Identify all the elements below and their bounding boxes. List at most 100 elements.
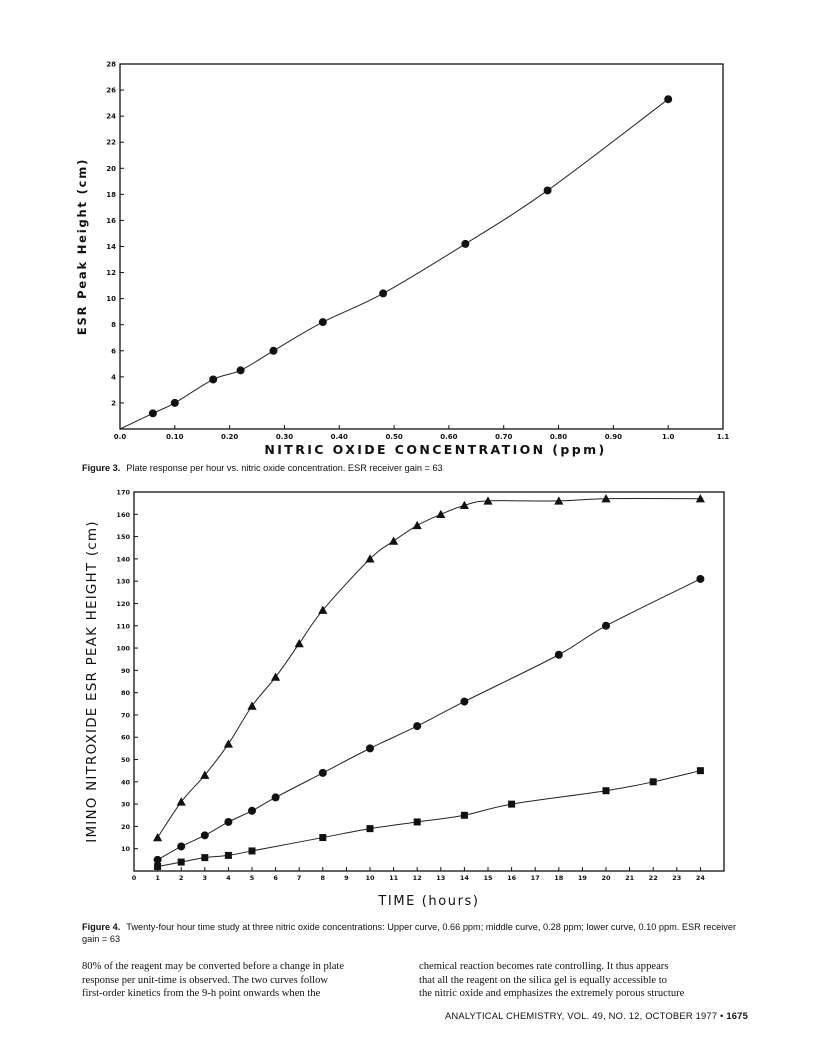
circle-data-point <box>602 621 610 630</box>
x-tick-label: 11 <box>389 874 399 882</box>
body-text-left-column: 80% of the reagent may be converted befo… <box>82 960 412 1001</box>
square-data-point <box>366 825 374 833</box>
triangle-data-point <box>695 494 705 503</box>
y-tick-label: 50 <box>121 756 131 764</box>
x-tick-label: 6 <box>273 874 278 882</box>
x-tick-label: 0.20 <box>221 433 238 441</box>
x-tick-label: 16 <box>507 874 517 882</box>
body-line: chemical reaction becomes rate controlli… <box>419 961 669 972</box>
circle-data-point <box>148 409 157 418</box>
figure-4-caption-text: Twenty-four hour time study at three nit… <box>82 922 737 944</box>
y-tick-label: 30 <box>121 801 131 809</box>
square-data-point <box>460 811 468 819</box>
circle-data-point <box>460 697 469 706</box>
y-tick-label: 10 <box>121 845 131 853</box>
triangle-data-point <box>294 639 304 648</box>
x-tick-label: 7 <box>297 874 302 882</box>
circle-data-point <box>366 744 374 753</box>
plot-frame <box>119 63 724 430</box>
circle-data-point <box>271 793 280 802</box>
circle-data-point <box>664 95 673 104</box>
series-line <box>157 770 701 868</box>
y-tick-label: 20 <box>106 165 116 173</box>
y-tick-label: 2 <box>111 399 116 407</box>
x-tick-label: 0.30 <box>276 433 293 441</box>
y-tick-label: 12 <box>106 269 116 277</box>
footer-journal: ANALYTICAL CHEMISTRY, VOL. 49, NO. 12, O… <box>444 1010 724 1021</box>
x-tick-label: 14 <box>460 874 470 882</box>
x-tick-label: 1.1 <box>717 433 730 441</box>
x-tick-label: 0.60 <box>440 433 457 441</box>
triangle-data-point <box>176 797 186 806</box>
y-axis-label: IMINO NITROXIDE ESR PEAK HEIGHT (cm) <box>84 520 100 842</box>
page-footer: ANALYTICAL CHEMISTRY, VOL. 49, NO. 12, O… <box>445 1010 748 1021</box>
y-tick-label: 22 <box>106 139 116 147</box>
circle-data-point <box>318 318 327 327</box>
circle-data-point <box>269 346 278 355</box>
triangle-data-point <box>223 739 233 748</box>
figure-3-chart: 0.0 0.10 0.20 0.30 0.40 0.50 0.60 0.70 0.80 0.90 1… <box>75 61 730 458</box>
x-tick-label: 15 <box>483 874 493 882</box>
x-tick-label: 8 <box>321 874 326 882</box>
x-tick-label: 19 <box>578 874 588 882</box>
triangle-data-point <box>271 672 281 681</box>
triangle-data-point <box>153 832 163 842</box>
x-tick-label: 3 <box>203 874 208 882</box>
square-data-point <box>224 851 232 859</box>
x-tick-label: 0.70 <box>495 433 512 441</box>
x-tick-label: 24 <box>696 874 706 882</box>
square-data-point <box>201 854 209 862</box>
y-tick-label: 6 <box>111 347 116 355</box>
x-tick-label: 9 <box>344 874 349 882</box>
triangle-data-point <box>554 496 564 505</box>
square-data-point <box>177 858 185 866</box>
x-tick-label: 21 <box>625 874 635 882</box>
y-tick-label: 18 <box>106 191 116 199</box>
y-tick-label: 10 <box>106 295 116 303</box>
y-tick-label: 150 <box>116 533 130 541</box>
triangle-data-point <box>459 500 469 510</box>
body-line: 80% of the reagent may be converted befo… <box>82 961 345 972</box>
body-line: that all the reagent on the silica gel i… <box>419 974 667 986</box>
triangle-data-point <box>436 509 446 518</box>
circle-data-point <box>177 842 186 851</box>
x-tick-label: 0 <box>132 874 137 882</box>
x-axis-label: NITRIC OXIDE CONCENTRATION (ppm) <box>264 442 606 457</box>
body-line: first-order kinetics from the 9-h point … <box>82 988 321 1000</box>
figure-3-caption-label: Figure 3. <box>82 463 121 473</box>
circle-data-point <box>696 574 705 583</box>
figure-4-caption-label: Figure 4. <box>82 922 121 932</box>
x-tick-label: 0.90 <box>605 433 622 441</box>
y-tick-label: 26 <box>106 87 116 95</box>
y-tick-label: 28 <box>106 61 116 69</box>
x-tick-label: 17 <box>531 874 540 882</box>
y-tick-label: 40 <box>121 778 131 786</box>
figure-3-caption: Figure 3. Plate response per hour vs. nit… <box>82 462 742 474</box>
y-tick-label: 60 <box>121 734 131 742</box>
circle-data-point <box>413 722 422 731</box>
x-tick-label: 10 <box>365 874 375 882</box>
triangle-data-point <box>247 701 257 710</box>
square-data-point <box>508 800 516 808</box>
y-tick-label: 170 <box>116 489 130 497</box>
circle-data-point <box>209 375 218 384</box>
y-tick-label: 14 <box>106 243 116 251</box>
square-data-point <box>649 778 657 786</box>
body-line: response per unit-time is observed. The … <box>82 974 329 986</box>
y-tick-label: 120 <box>116 600 130 608</box>
circle-data-point <box>318 768 327 777</box>
x-tick-label: 1 <box>155 874 160 882</box>
x-tick-label: 0.40 <box>331 433 348 441</box>
triangle-data-point <box>483 496 493 505</box>
square-data-point <box>413 818 421 826</box>
x-tick-label: 0.0 <box>114 433 127 441</box>
y-tick-label: 140 <box>116 555 130 563</box>
y-tick-label: 16 <box>106 217 116 225</box>
body-text-right-column: chemical reaction becomes rate controlli… <box>419 960 749 1001</box>
x-tick-label: 0.10 <box>166 433 183 441</box>
x-tick-label: 5 <box>250 874 255 882</box>
square-data-point <box>154 863 162 871</box>
square-data-point <box>248 847 256 855</box>
triangle-data-point <box>412 520 422 530</box>
y-tick-label: 100 <box>116 645 130 653</box>
